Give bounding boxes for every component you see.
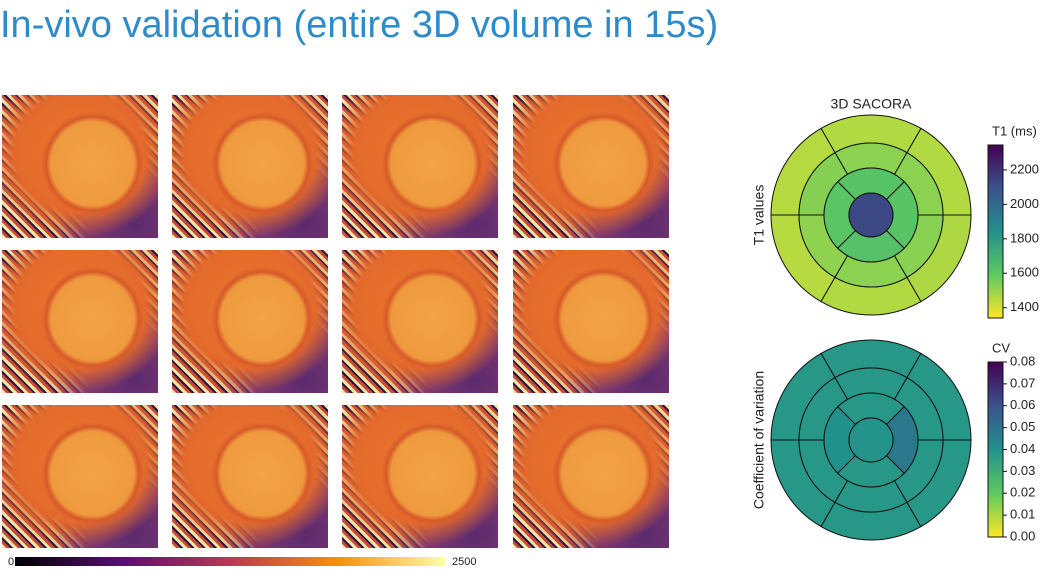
mri-slice	[172, 405, 328, 548]
mri-slice	[513, 405, 669, 548]
image-colorbar	[15, 557, 445, 566]
colorbar-tick-label: 1400	[1010, 299, 1039, 314]
segment	[848, 192, 894, 238]
colorbar-tick-label: 0.01	[1010, 507, 1035, 522]
mri-slice	[2, 405, 158, 548]
mri-slice	[172, 250, 328, 393]
colorbar	[987, 144, 1004, 319]
mri-slice	[2, 95, 158, 238]
segment	[848, 417, 894, 463]
image-colorbar-min: 0	[8, 556, 14, 568]
colorbar-tick-label: 0.03	[1010, 463, 1035, 478]
mri-slice	[342, 95, 498, 238]
colorbar-tick-label: 0.08	[1010, 353, 1035, 368]
colorbar-label: CV	[992, 340, 1010, 355]
colorbar-tick-label: 0.02	[1010, 485, 1035, 500]
colorbar-tick-label: 0.00	[1010, 528, 1035, 543]
colorbar-tick-label: 1600	[1010, 265, 1039, 280]
colorbar-tick-label: 2000	[1010, 196, 1039, 211]
image-colorbar-max: 2500	[452, 556, 476, 568]
mri-slice	[342, 250, 498, 393]
mri-slice	[513, 95, 669, 238]
mri-slice	[2, 250, 158, 393]
colorbar-tick-label: 0.07	[1010, 375, 1035, 390]
colorbar-tick-label: 2200	[1010, 161, 1039, 176]
colorbar-tick-label: 0.04	[1010, 441, 1035, 456]
colorbar-tick-label: 1800	[1010, 230, 1039, 245]
colorbar-tick-label: 0.06	[1010, 397, 1035, 412]
y-axis-label: T1 values	[751, 185, 767, 246]
colorbar-label: T1 (ms)	[992, 123, 1037, 138]
y-axis-label: Coefficient of variation	[751, 371, 767, 509]
colorbar-tick-label: 0.05	[1010, 419, 1035, 434]
slide-title: In-vivo validation (entire 3D volume in …	[0, 4, 719, 46]
mri-slice	[513, 250, 669, 393]
mri-slice	[342, 405, 498, 548]
colorbar	[987, 361, 1004, 538]
chart-title: 3D SACORA	[831, 96, 913, 112]
mri-slice	[172, 95, 328, 238]
